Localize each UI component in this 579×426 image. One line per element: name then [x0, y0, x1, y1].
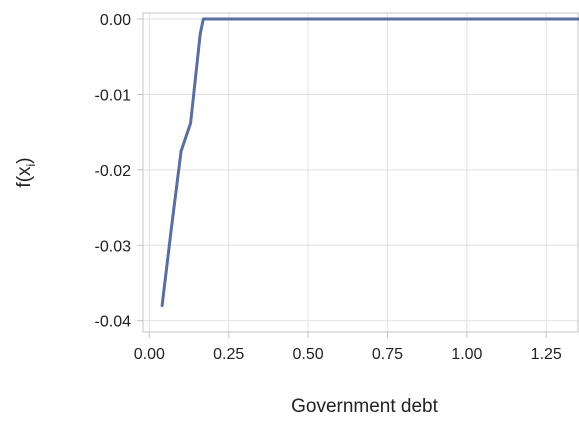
x-tick-label: 1.00	[451, 346, 482, 363]
y-tick-label: -0.03	[95, 238, 132, 255]
y-tick-label: -0.04	[95, 314, 132, 331]
plot-area-frame	[142, 12, 579, 333]
y-axis-title-main: f(x	[14, 166, 35, 188]
series-line	[160, 17, 579, 308]
y-tick-label: -0.01	[95, 87, 132, 104]
series-layer	[160, 17, 579, 308]
y-axis-ticks: 0.00 -0.01 -0.02 -0.03 -0.04	[95, 12, 143, 331]
x-tick-label: 0.75	[372, 346, 403, 363]
y-tick-label: 0.00	[100, 12, 131, 29]
x-tick-label: 0.25	[213, 346, 244, 363]
x-tick-label: 1.25	[531, 346, 562, 363]
grid-layer	[143, 13, 578, 332]
x-axis-ticks: 0.00 0.25 0.50 0.75 1.00 1.25	[134, 332, 562, 363]
y-axis-title-close: )	[14, 157, 35, 163]
y-axis-title: f(xi)	[14, 157, 38, 187]
y-tick-label: -0.02	[95, 163, 132, 180]
x-axis-title: Government debt	[291, 396, 439, 417]
x-tick-label: 0.00	[134, 346, 165, 363]
y-axis-title-subscript: i	[24, 164, 38, 167]
x-tick-label: 0.50	[293, 346, 324, 363]
